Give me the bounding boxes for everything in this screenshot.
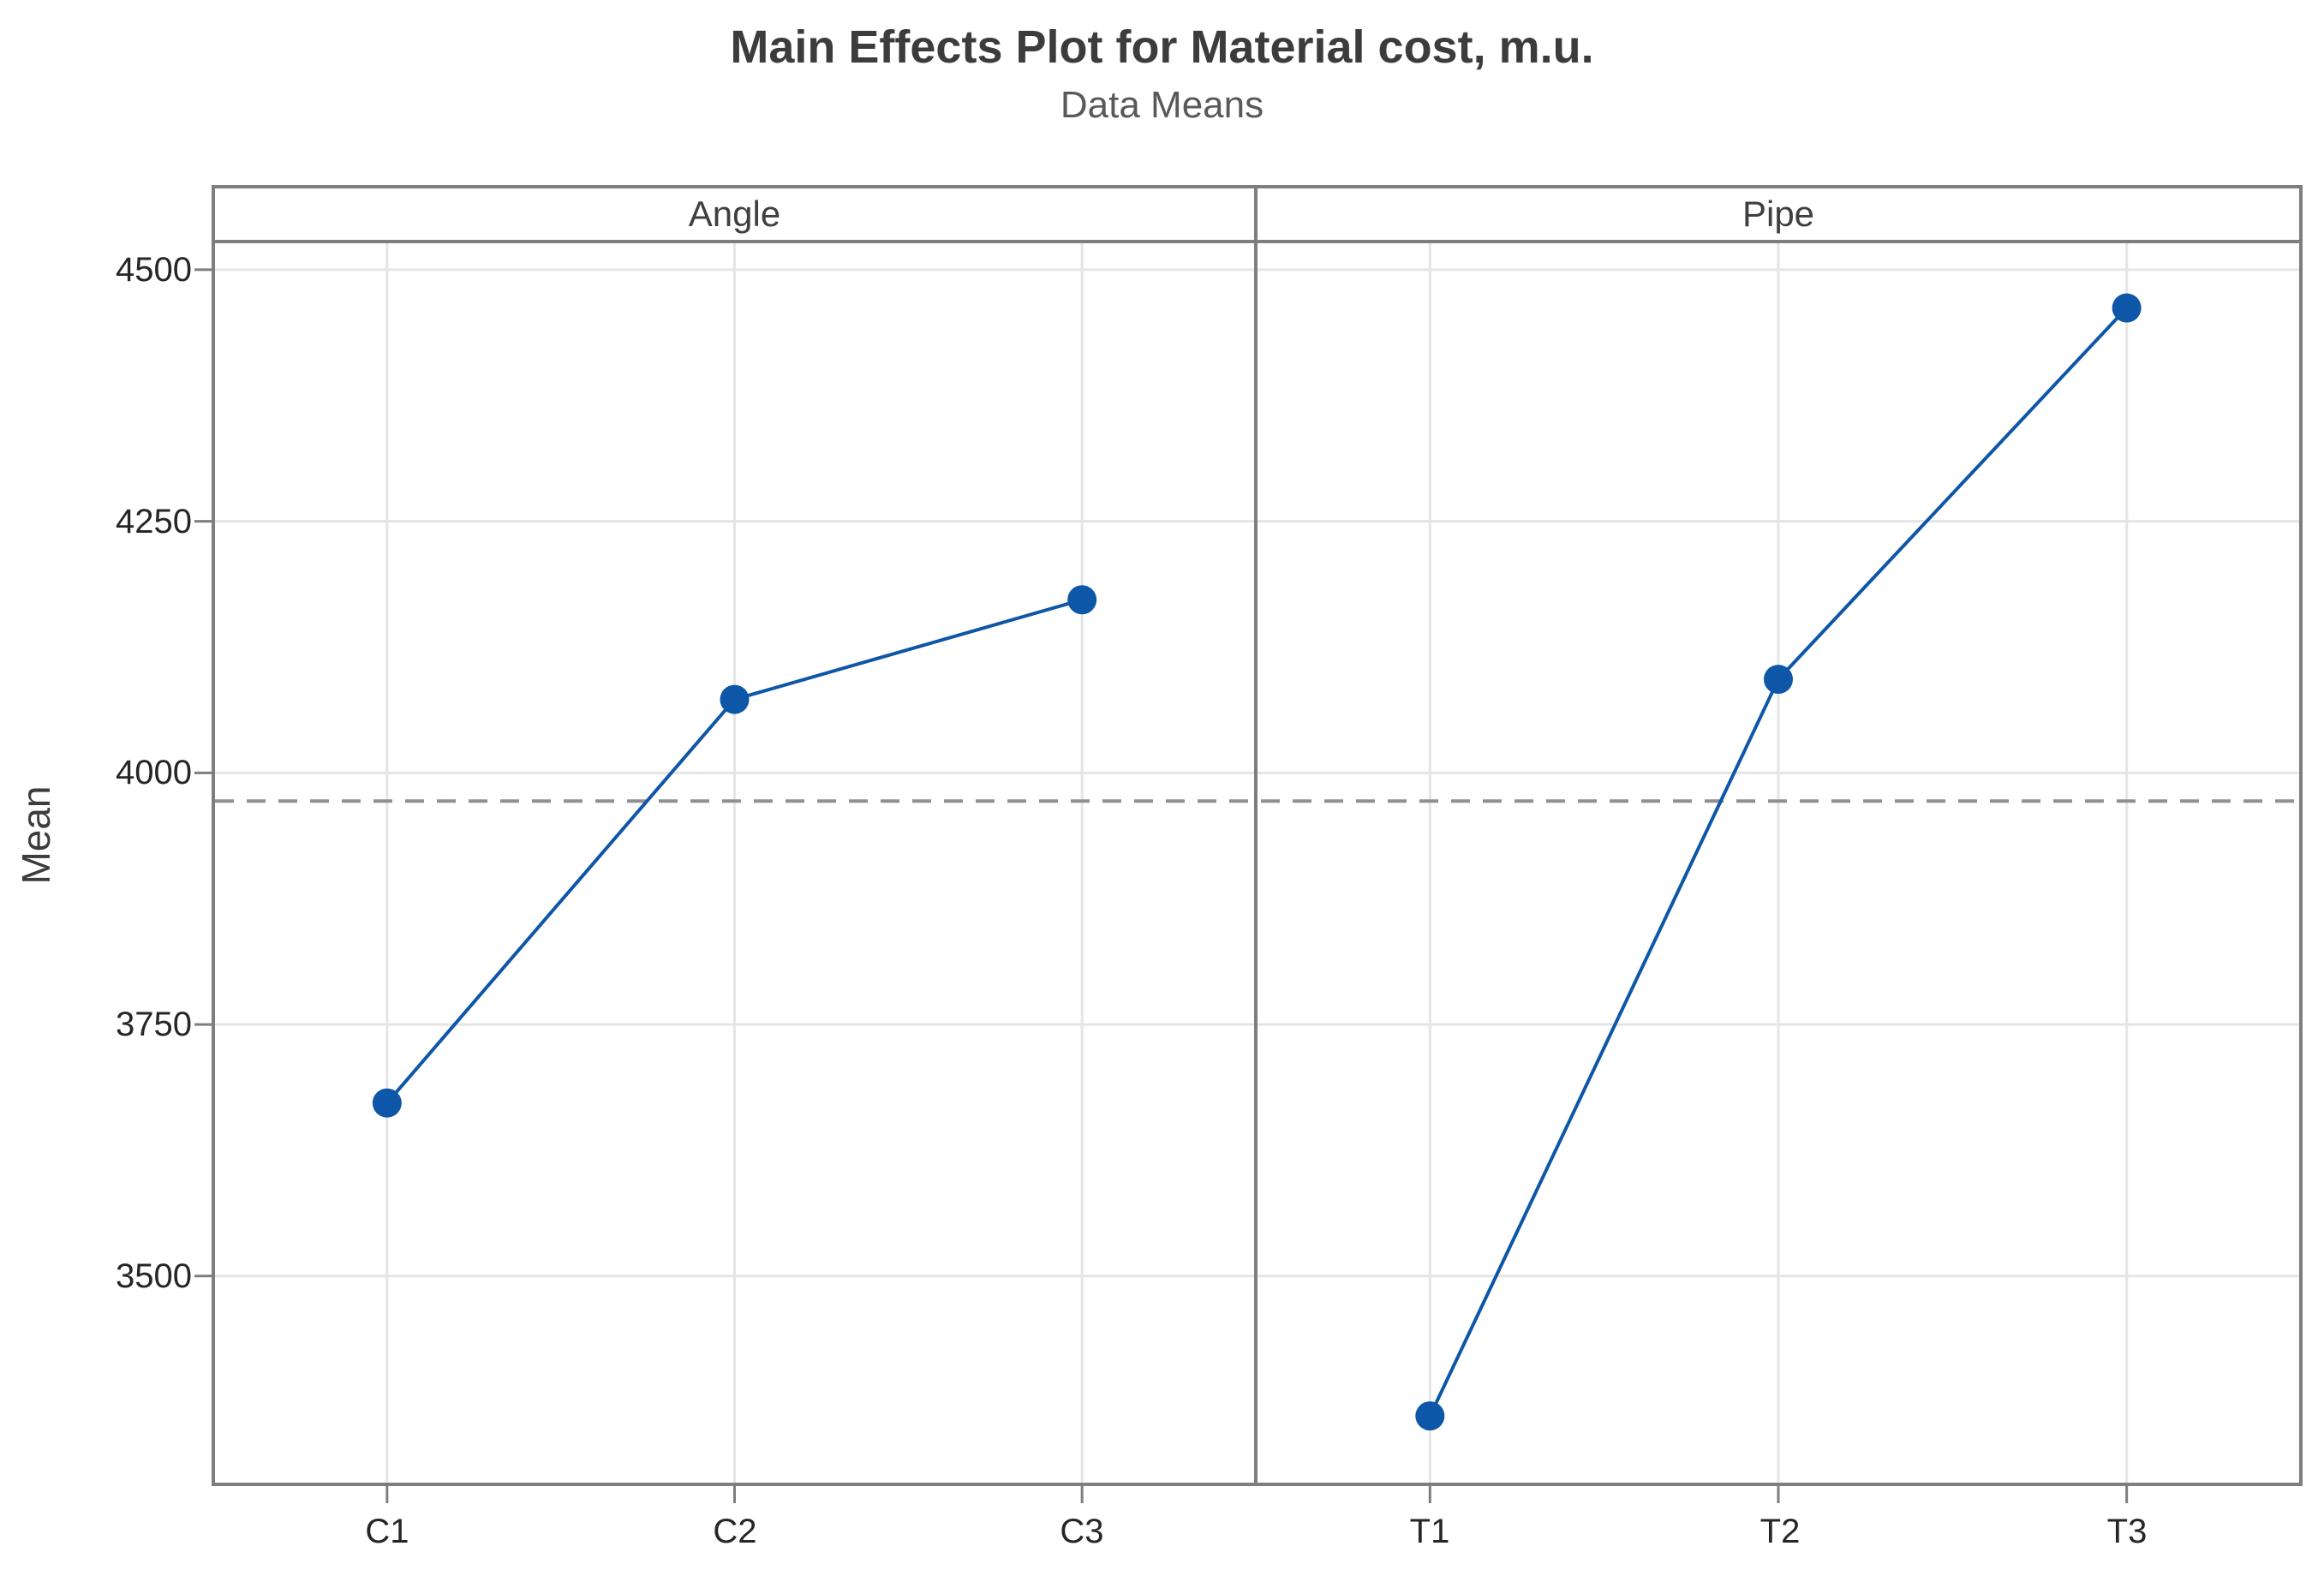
x-tick-label: T1	[1409, 1513, 1450, 1550]
x-tick-label: C3	[1060, 1513, 1104, 1550]
y-tick-label: 3750	[116, 1006, 192, 1043]
y-tick-label: 3500	[116, 1257, 192, 1295]
panel-header-pipe: Pipe	[1742, 194, 1815, 234]
y-tick-label: 4000	[116, 754, 192, 791]
x-tick-label: C2	[713, 1513, 757, 1550]
chart-title: Main Effects Plot for Material cost, m.u…	[730, 21, 1594, 73]
x-tick-label: C1	[365, 1513, 409, 1550]
x-tick-label: T3	[2106, 1513, 2148, 1550]
panel-header-angle: Angle	[688, 194, 781, 234]
y-tick-label: 4250	[116, 503, 192, 540]
chart-subtitle: Data Means	[1060, 84, 1264, 126]
y-tick-label: 4500	[116, 251, 192, 289]
x-tick-label: T2	[1759, 1513, 1801, 1550]
